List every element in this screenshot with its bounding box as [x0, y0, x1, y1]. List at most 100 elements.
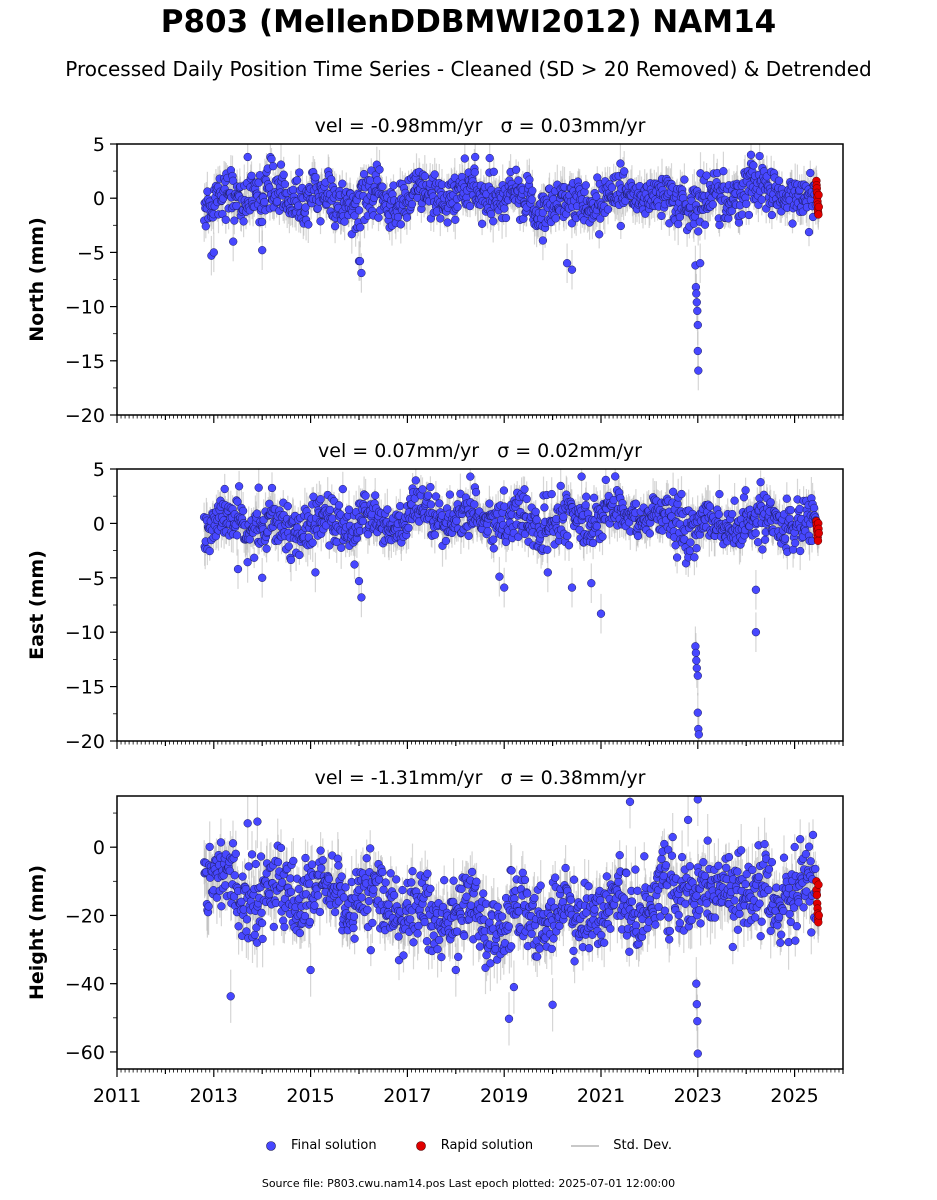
final-point — [260, 197, 269, 207]
final-point — [741, 486, 750, 495]
final-point — [693, 346, 702, 356]
final-point — [396, 220, 405, 229]
final-point — [607, 183, 617, 192]
panel-title: vel = -0.98mm/yr σ = 0.03mm/yr — [315, 115, 646, 137]
final-point — [809, 503, 819, 513]
y-tick-label: −10 — [65, 297, 105, 319]
final-point — [730, 496, 739, 505]
panel-1: 5 0 −5 −10 −15 −20 North (mm) vel = -0.98mm/yr … — [26, 115, 844, 427]
rapid-point — [814, 190, 823, 200]
y-tick-label: −15 — [65, 677, 105, 699]
final-point — [633, 531, 643, 541]
final-point — [631, 499, 641, 508]
y-tick-label: 0 — [93, 513, 105, 535]
final-point — [445, 490, 455, 499]
rapid-point — [814, 529, 823, 538]
final-point — [788, 219, 797, 228]
y-tick-label: −5 — [77, 568, 105, 590]
final-point — [489, 217, 498, 226]
final-point — [589, 493, 599, 502]
final-point — [749, 161, 758, 170]
final-point — [675, 212, 685, 222]
final-point — [239, 217, 248, 226]
final-point — [205, 546, 214, 556]
final-point — [238, 506, 248, 516]
final-point — [739, 493, 749, 502]
y-tick-label: −5 — [77, 242, 105, 264]
final-point — [540, 503, 549, 512]
y-tick-label: −20 — [65, 731, 105, 753]
final-point — [466, 472, 475, 481]
panel-title: vel = 0.07mm/yr σ = 0.02mm/yr — [318, 440, 642, 462]
final-point — [354, 576, 364, 586]
final-point — [485, 153, 494, 163]
final-point — [751, 529, 760, 538]
y-tick-label: 5 — [93, 134, 105, 156]
figure-title: P803 (MellenDDBMWI2012) NAM14 — [160, 4, 777, 40]
y-tick-label: 5 — [93, 459, 105, 481]
final-point — [371, 491, 380, 500]
final-point — [247, 171, 256, 180]
final-point — [724, 214, 733, 223]
final-point — [230, 216, 239, 225]
final-point — [587, 579, 596, 588]
final-point — [751, 585, 761, 594]
final-point — [719, 167, 728, 176]
final-point — [327, 175, 336, 184]
final-point — [460, 154, 469, 163]
final-point — [470, 500, 479, 509]
final-point — [308, 538, 317, 547]
final-point — [715, 489, 724, 499]
final-point — [358, 516, 368, 526]
final-point — [804, 227, 814, 237]
final-point — [284, 542, 293, 551]
final-point — [746, 150, 756, 159]
final-point — [702, 171, 711, 180]
final-point — [294, 201, 303, 210]
rapid-point — [813, 536, 823, 545]
final-point — [233, 564, 243, 574]
final-point — [228, 176, 238, 185]
final-point — [262, 544, 271, 553]
final-point — [356, 223, 365, 232]
final-point — [441, 536, 451, 546]
final-point — [443, 218, 452, 227]
final-point — [577, 472, 586, 481]
final-point — [693, 708, 702, 717]
final-point — [694, 730, 703, 739]
final-point — [588, 538, 598, 548]
final-point — [501, 213, 511, 223]
final-point — [338, 179, 347, 188]
final-point — [692, 298, 701, 307]
final-point — [378, 182, 387, 191]
final-point — [786, 505, 795, 515]
final-point — [430, 170, 439, 179]
final-point — [520, 485, 529, 494]
final-point — [714, 510, 723, 519]
y-axis-label: North (mm) — [26, 217, 48, 342]
final-point — [692, 289, 701, 298]
final-point — [411, 476, 420, 485]
final-point — [692, 663, 701, 673]
final-point — [269, 162, 278, 171]
final-point — [232, 531, 242, 540]
final-point — [232, 201, 241, 211]
final-point — [551, 214, 560, 223]
final-point — [514, 176, 523, 185]
final-point — [489, 167, 498, 176]
final-point — [286, 555, 296, 565]
final-point — [693, 671, 702, 680]
final-point — [418, 485, 427, 494]
final-point — [708, 200, 717, 209]
final-point — [431, 492, 441, 501]
final-point — [677, 489, 686, 499]
final-point — [477, 219, 487, 228]
final-point — [295, 168, 304, 177]
final-point — [795, 504, 804, 514]
time-series-plots: 5 0 −5 −10 −15 −20 North (mm) vel = -0.98mm/yr … — [26, 115, 844, 1107]
final-point — [616, 159, 625, 168]
final-point — [782, 494, 791, 503]
final-point — [243, 152, 252, 162]
final-point — [334, 501, 344, 510]
final-point — [753, 538, 763, 547]
